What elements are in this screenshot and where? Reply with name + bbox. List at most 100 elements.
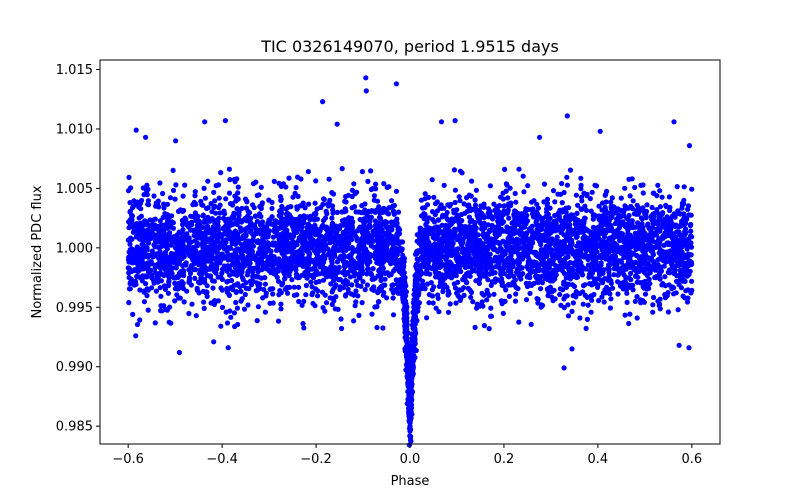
data-point: [587, 196, 593, 202]
data-point: [495, 249, 501, 255]
data-point: [644, 237, 650, 243]
data-point: [369, 272, 375, 278]
data-point: [152, 222, 158, 228]
data-point: [470, 299, 476, 305]
data-point: [515, 271, 522, 277]
data-point: [293, 264, 299, 270]
data-point: [319, 289, 326, 295]
data-point: [278, 196, 284, 202]
data-point: [293, 222, 300, 228]
data-point: [252, 253, 258, 259]
data-point: [516, 228, 523, 234]
data-point: [607, 305, 614, 311]
data-point: [527, 290, 533, 296]
data-point: [173, 265, 179, 271]
data-point: [326, 176, 332, 182]
data-point: [304, 214, 310, 220]
data-point: [247, 260, 253, 266]
data-point: [278, 306, 284, 312]
data-point: [424, 315, 430, 321]
data-point: [618, 283, 624, 289]
data-point: [665, 241, 671, 248]
data-point: [234, 231, 241, 237]
data-point: [612, 220, 619, 227]
data-point: [508, 252, 514, 259]
data-point: [436, 264, 442, 270]
data-point: [676, 263, 682, 269]
data-point: [162, 211, 168, 217]
data-point: [575, 202, 581, 208]
data-point: [563, 237, 569, 243]
data-point: [599, 294, 605, 300]
data-point: [360, 279, 366, 285]
data-point: [553, 223, 559, 229]
data-point: [515, 211, 522, 217]
data-point: [359, 300, 365, 306]
data-point: [579, 269, 585, 275]
data-point: [597, 252, 604, 259]
data-point: [662, 274, 668, 280]
data-point: [226, 292, 232, 298]
data-point: [372, 218, 378, 224]
data-point: [558, 228, 564, 234]
data-point: [565, 213, 571, 219]
data-point: [284, 238, 290, 244]
data-point: [179, 251, 185, 257]
data-point: [312, 257, 318, 263]
data-point: [194, 226, 200, 232]
data-point: [544, 209, 550, 215]
data-point: [346, 234, 352, 241]
data-point: [363, 227, 370, 233]
data-point: [137, 201, 143, 207]
data-point: [312, 200, 318, 206]
data-point: [365, 178, 371, 184]
data-point: [520, 271, 526, 277]
data-point: [438, 254, 444, 260]
data-point: [472, 222, 478, 228]
data-point: [608, 278, 614, 284]
data-point: [136, 233, 142, 239]
data-point: [620, 219, 626, 225]
data-point: [452, 199, 458, 206]
data-point: [424, 281, 431, 287]
data-point: [479, 226, 485, 232]
data-point: [390, 295, 396, 301]
data-point: [435, 217, 441, 223]
data-point: [630, 287, 636, 293]
data-point: [628, 270, 634, 276]
data-point: [257, 222, 264, 228]
data-point: [245, 208, 251, 215]
data-point: [451, 167, 457, 173]
data-point: [583, 248, 589, 254]
data-point: [685, 251, 691, 258]
data-point: [255, 238, 261, 244]
data-point: [457, 232, 463, 238]
data-point: [359, 264, 365, 271]
data-point: [603, 208, 609, 214]
data-point: [429, 287, 435, 293]
data-point: [657, 306, 663, 312]
data-point: [582, 292, 588, 298]
data-point: [257, 267, 263, 273]
data-point: [323, 272, 329, 278]
data-point: [162, 286, 168, 292]
data-point: [578, 244, 584, 250]
data-point: [535, 254, 541, 260]
data-point: [439, 214, 445, 220]
data-point: [591, 276, 597, 282]
data-point: [192, 189, 198, 195]
data-point: [600, 290, 607, 296]
data-point: [582, 282, 588, 288]
data-point: [225, 263, 231, 269]
data-point: [432, 201, 439, 207]
data-point: [270, 291, 276, 297]
data-point: [249, 265, 255, 271]
data-point: [349, 205, 355, 211]
data-point: [657, 188, 663, 194]
data-point: [584, 316, 591, 322]
data-point: [631, 243, 637, 249]
data-point: [521, 211, 527, 217]
data-point: [233, 299, 239, 306]
data-point: [505, 195, 511, 201]
data-point: [530, 206, 536, 212]
